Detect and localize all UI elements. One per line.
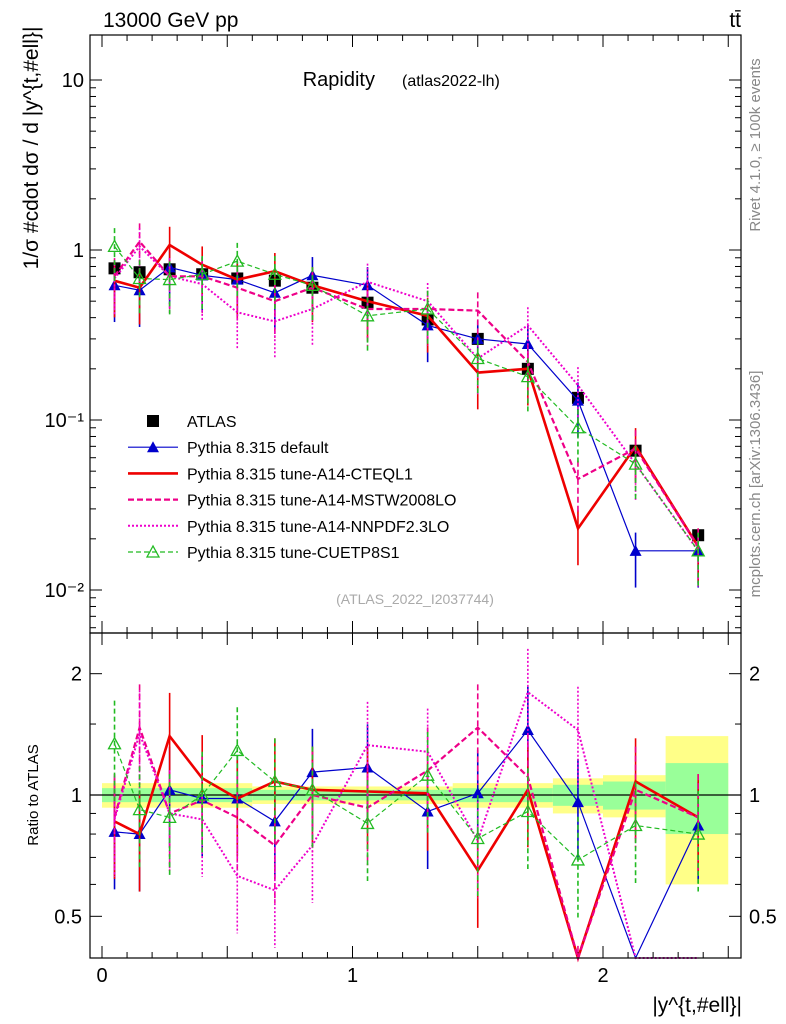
series-cuetp8s1 (107, 228, 706, 588)
energy-label: 13000 GeV pp (103, 9, 238, 32)
cuetp8s1-marker (305, 782, 320, 796)
cuetp8s1-marker (420, 301, 435, 315)
legend-label: ATLAS (187, 414, 237, 431)
ratio-series-line (113, 690, 699, 959)
cuetp8s1-marker (520, 369, 535, 383)
main-frame (89, 34, 742, 634)
ratio-series-line (114, 728, 699, 960)
legend-item: Pythia 8.315 tune-A14-CTEQL1 (128, 466, 413, 483)
legend-item: Pythia 8.315 tune-CUETP8S1 (128, 544, 400, 562)
legend-label: Pythia 8.315 tune-CUETP8S1 (187, 545, 400, 562)
ratio-series-default (108, 686, 705, 960)
cuetp8s1-marker (520, 804, 535, 818)
ratio-y-tick-label-right: 0.5 (749, 906, 777, 928)
legend-item: Pythia 8.315 tune-A14-NNPDF2.3LO (128, 519, 449, 536)
cuetp8s1-marker (230, 743, 245, 757)
legend-label: Pythia 8.315 tune-A14-NNPDF2.3LO (187, 519, 449, 536)
main-ylabel: 1/σ #cdot dσ / d |y^{t,#ell}| (20, 27, 43, 270)
rivet-label: Rivet 4.1.0, ≥ 100k events (747, 58, 764, 231)
cuetp8s1-marker (691, 543, 706, 557)
legend-label: Pythia 8.315 tune-A14-CTEQL1 (187, 466, 413, 483)
cuetp8s1-marker (107, 736, 122, 750)
ratio-series-line (113, 723, 699, 962)
y-tick-label: 10⁻² (45, 580, 85, 602)
cuetp8s1-marker (420, 767, 435, 781)
ratio-series-cuetp8s1 (107, 700, 706, 918)
cuetp8s1-marker (162, 272, 177, 286)
cuetp8s1-marker (132, 271, 147, 285)
ratio-axis: 2 2 1 1 0.5 0.5 0 1 2 (54, 633, 777, 987)
cuetp8s1-marker (470, 351, 485, 365)
cuetp8s1-marker (132, 802, 147, 816)
ratio-uncertainty-bands (102, 736, 729, 885)
main-series-group (107, 223, 706, 588)
reference-label: (ATLAS_2022_I2037744) (336, 591, 494, 607)
x-tick-label: 1 (347, 965, 358, 987)
ratio-y-tick-label-right: 2 (749, 664, 760, 686)
ratio-frame (89, 632, 742, 959)
cuetp8s1-marker (162, 810, 177, 824)
atlas-marker (147, 415, 159, 427)
cuetp8s1-marker (305, 277, 320, 291)
default-marker (147, 441, 159, 453)
cuetp8s1-marker (107, 239, 122, 253)
ratio-y-tick-label: 1 (71, 785, 82, 807)
series-line (114, 246, 699, 552)
y-tick-label: 1 (73, 240, 84, 262)
chart-subtitle: (atlas2022-lh) (402, 73, 500, 90)
x-tick-label: 2 (597, 965, 608, 987)
legend-item: Pythia 8.315 default (128, 440, 329, 457)
cuetp8s1-marker (628, 456, 643, 470)
legend-item: ATLAS (147, 414, 237, 431)
default-marker (471, 787, 484, 799)
x-tick-label: 0 (96, 965, 107, 987)
process-label: tt̄ (729, 9, 741, 32)
cuetp8s1-marker (360, 816, 375, 830)
series-line (114, 266, 699, 552)
ratio-y-tick-label: 2 (71, 664, 82, 686)
y-tick-label: 10 (62, 70, 84, 92)
series-line (114, 243, 700, 548)
series-line (113, 244, 700, 552)
ratio-ylabel: Ratio to ATLAS (25, 744, 42, 845)
main-panel: 1/σ #cdot dσ / d |y^{t,#ell}| Rapidity (… (20, 27, 742, 634)
cuetp8s1-marker (470, 831, 485, 845)
default-marker (571, 796, 584, 808)
ratio-series-line (113, 733, 699, 963)
cuetp8s1-marker (628, 818, 643, 832)
legend-item: Pythia 8.315 tune-A14-MSTW2008LO (128, 493, 456, 510)
ratio-panel: Ratio to ATLAS 2 2 1 1 0.5 0.5 0 1 2 |y^{t,#ell}… (25, 632, 777, 1017)
cuetp8s1-marker (360, 308, 375, 322)
ratio-y-tick-label-right: 1 (749, 785, 760, 807)
legend-label: Pythia 8.315 default (187, 440, 329, 457)
x-axis-label: |y^{t,#ell}| (652, 994, 742, 1017)
default-marker (629, 544, 642, 556)
ratio-y-tick-label: 0.5 (54, 906, 82, 928)
cuetp8s1-marker (691, 826, 706, 840)
cuetp8s1-marker (230, 253, 245, 267)
cuetp8s1-marker (195, 266, 210, 280)
legend-label: Pythia 8.315 tune-A14-MSTW2008LO (187, 493, 456, 510)
cuetp8s1-marker (267, 266, 282, 280)
cuetp8s1-marker (570, 420, 586, 434)
mcplots-label: mcplots.cern.ch [arXiv:1306.3436] (747, 371, 764, 598)
cuetp8s1-marker (145, 544, 161, 558)
cuetp8s1-marker (570, 852, 586, 866)
ratio-series-line (113, 743, 699, 861)
main-axis: 10 1 10⁻¹ 10⁻² (45, 35, 741, 633)
legend: ATLAS Pythia 8.315 default Pythia 8.315 tu… (128, 414, 456, 562)
cuetp8s1-marker (267, 774, 282, 788)
y-tick-label: 10⁻¹ (45, 410, 85, 432)
cuetp8s1-marker (195, 787, 210, 801)
ratio-series-group (107, 648, 706, 963)
series-line (113, 239, 700, 548)
chart-title: Rapidity (303, 69, 375, 91)
